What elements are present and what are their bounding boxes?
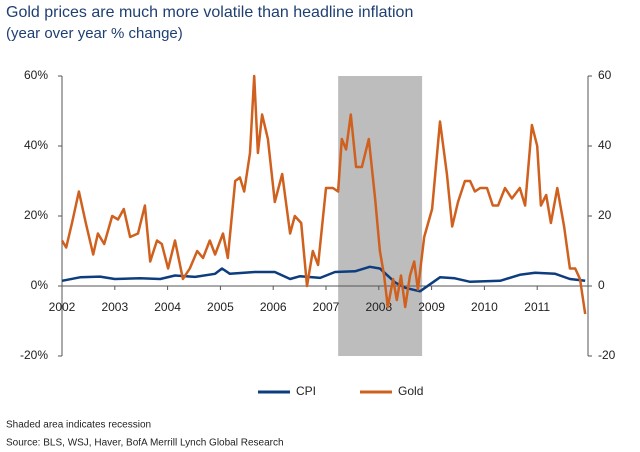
- legend-label: Gold: [398, 384, 423, 398]
- y-tick-label: 0%: [31, 278, 49, 292]
- source-note: Source: BLS, WSJ, Haver, BofA Merrill Ly…: [6, 438, 284, 449]
- y-tick-label: -20%: [20, 348, 48, 362]
- x-tick-label: 2002: [49, 300, 76, 314]
- chart-subtitle: (year over year % change): [6, 25, 183, 42]
- chart-title: Gold prices are much more volatile than …: [6, 4, 413, 21]
- y-tick-label: 60%: [24, 68, 48, 82]
- x-tick-label: 2006: [260, 300, 287, 314]
- y2-tick-label: 0: [598, 278, 605, 292]
- x-tick-label: 2011: [524, 300, 550, 314]
- x-tick-label: 2010: [471, 300, 498, 314]
- y2-tick-label: 20: [598, 208, 612, 222]
- x-tick-label: 2003: [101, 300, 128, 314]
- x-tick-label: 2004: [154, 300, 181, 314]
- x-tick-label: 2008: [365, 300, 392, 314]
- line-gold: [60, 74, 587, 315]
- y2-tick-label: 40: [598, 138, 612, 152]
- x-tick-label: 2009: [418, 300, 445, 314]
- y2-tick-label: 60: [598, 68, 612, 82]
- legend-label: CPI: [296, 384, 316, 398]
- y-tick-label: 20%: [24, 208, 48, 222]
- y-tick-label: 40%: [24, 138, 48, 152]
- x-tick-label: 2007: [313, 300, 340, 314]
- x-tick-label: 2005: [207, 300, 234, 314]
- line-cpi: [61, 265, 586, 293]
- footnote: Shaded area indicates recession: [6, 420, 151, 431]
- y2-tick-label: -20: [598, 348, 616, 362]
